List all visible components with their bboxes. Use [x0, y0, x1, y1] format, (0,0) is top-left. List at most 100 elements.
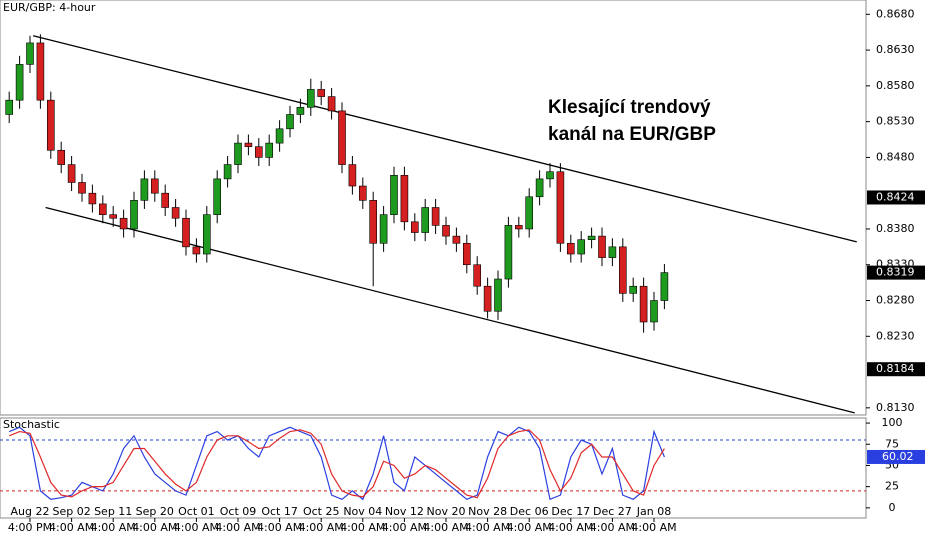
x-tick-label: 4:00 AM — [340, 521, 385, 534]
x-tick-label: 4:00 AM — [91, 521, 136, 534]
candle-body — [99, 203, 107, 215]
y-tick-label: 0.8130 — [876, 401, 915, 414]
candle-body — [234, 142, 242, 165]
candle-body — [379, 214, 388, 244]
candle-body — [67, 164, 76, 183]
candle-body — [338, 110, 346, 165]
candle-body — [306, 89, 315, 108]
candle-body — [494, 278, 502, 312]
candle-body — [473, 264, 482, 287]
candle-body — [265, 142, 274, 158]
x-tick-label: 4:00 AM — [257, 521, 302, 534]
x-tick-label: 4:00 AM — [423, 521, 468, 534]
candle-body — [660, 272, 669, 301]
candle-body — [546, 171, 554, 180]
candle-body — [88, 192, 97, 205]
x-tick-label: 4:00 PM — [8, 521, 52, 534]
candle-body — [140, 178, 149, 201]
price-label: 0.8424 — [876, 190, 915, 203]
x-tick-label: Sep 11 — [94, 505, 132, 518]
candle-body — [15, 64, 24, 101]
x-tick-label: 4:00 AM — [299, 521, 344, 534]
candle-body — [192, 246, 201, 255]
x-tick-label: Dec 27 — [593, 505, 632, 518]
x-tick-label: 4:00 AM — [49, 521, 94, 534]
x-tick-label: 4:00 AM — [507, 521, 552, 534]
trendline — [45, 206, 855, 414]
x-tick-label: 4:00 AM — [382, 521, 427, 534]
candle-body — [452, 235, 461, 244]
candle-body — [618, 246, 627, 294]
y-tick-label: 0.8280 — [876, 294, 915, 307]
price-label: 0.8184 — [876, 362, 915, 375]
candle-body — [203, 214, 211, 255]
candle-body — [286, 114, 294, 130]
candle-body — [525, 196, 534, 230]
x-tick-label: 4:00 AM — [174, 521, 219, 534]
indicator-title: Stochastic — [3, 418, 60, 431]
x-tick-label: Nov 04 — [343, 505, 382, 518]
candle-body — [348, 164, 357, 187]
candle-body — [119, 217, 128, 230]
candle-body — [514, 225, 523, 230]
candle-body — [400, 175, 409, 223]
x-tick-label: 4:00 AM — [215, 521, 260, 534]
indicator-panel — [0, 417, 867, 519]
x-tick-label: Dec 17 — [551, 505, 590, 518]
candle-body — [182, 217, 190, 248]
candle-body — [421, 207, 430, 233]
x-tick-label: Oct 09 — [220, 505, 257, 518]
candle-body — [36, 42, 45, 101]
x-tick-label: 4:00 AM — [132, 521, 177, 534]
candle-body — [535, 178, 544, 198]
candle-body — [483, 285, 492, 312]
x-tick-label: Oct 01 — [178, 505, 215, 518]
x-tick-label: Nov 12 — [385, 505, 424, 518]
candle-body — [639, 285, 648, 323]
candle-body — [358, 185, 367, 201]
x-tick-label: Sep 20 — [136, 505, 174, 518]
indicator-value-label: 60.02 — [882, 450, 914, 463]
candle-body — [78, 182, 86, 194]
candle-body — [390, 175, 398, 215]
last-price-box — [867, 265, 925, 280]
indicator-value-box — [867, 449, 925, 464]
candle-body — [410, 221, 419, 233]
candle-body — [598, 235, 606, 258]
candle-body — [151, 178, 159, 194]
y-tick-label: 0.8480 — [876, 150, 915, 163]
candle-body — [255, 146, 263, 158]
x-tick-label: Jan 08 — [636, 505, 671, 518]
x-tick-label: 4:00 AM — [631, 521, 676, 534]
last-price-label: 0.8319 — [876, 266, 915, 279]
candle-body — [275, 128, 284, 144]
candle-body — [296, 107, 305, 115]
annotation: Klesající trendový — [548, 97, 711, 118]
x-tick-label: Oct 17 — [261, 505, 298, 518]
candle-body — [504, 225, 513, 280]
y-tick-label: 0.8580 — [876, 79, 915, 92]
x-tick-label: Sep 02 — [52, 505, 90, 518]
candle-body — [629, 285, 638, 294]
x-tick-label: Nov 28 — [468, 505, 507, 518]
indicator-title-bg — [1, 419, 53, 432]
candle-body — [244, 142, 253, 147]
candle-body — [650, 300, 658, 323]
candle-body — [130, 200, 138, 230]
title-bg — [1, 1, 87, 15]
candle-body — [57, 149, 66, 165]
candle-body — [46, 99, 55, 151]
price-box — [867, 362, 925, 377]
x-tick-label: 4:00 AM — [548, 521, 593, 534]
chart-title: EUR/GBP: 4-hour — [3, 1, 96, 14]
x-tick-label: Aug 22 — [11, 505, 50, 518]
candle-body — [327, 96, 336, 112]
stochastic-line — [8, 426, 665, 501]
price-box — [867, 190, 925, 205]
candle-body — [608, 246, 617, 258]
candle-body — [317, 89, 326, 97]
candle-body — [566, 242, 575, 255]
candle-body — [26, 42, 34, 65]
candle-body — [171, 207, 180, 219]
